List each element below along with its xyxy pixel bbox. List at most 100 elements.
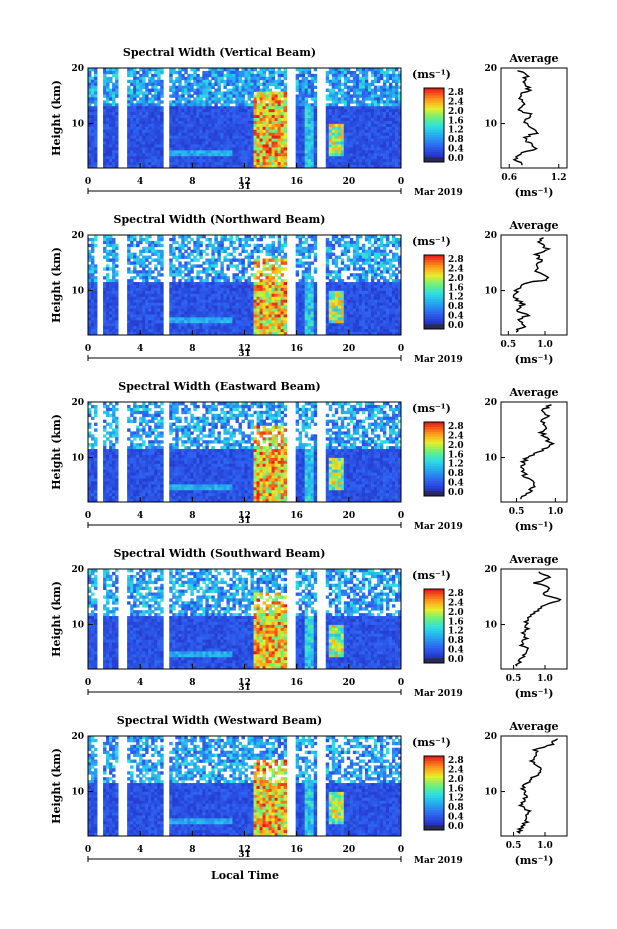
heatmap-cell [130,320,134,324]
heatmap-cell [394,68,399,72]
heatmap-cell [247,106,251,110]
heatmap-cell [220,323,224,327]
heatmap-cell [109,94,113,98]
heatmap-cell [259,314,263,318]
heatmap-cell [268,273,272,277]
heatmap-cell [394,76,399,81]
heatmap-cell [259,282,263,286]
heatmap-cell [220,293,224,298]
heatmap-cell [229,243,233,248]
heatmap-cell [265,252,269,256]
heatmap-cell [178,82,182,87]
heatmap-cell [397,91,402,95]
heatmap-cell [91,94,95,98]
heatmap-cell [313,165,318,169]
heatmap-cell [208,123,212,128]
heatmap-cell [145,299,149,304]
heatmap-cell [160,159,164,163]
heatmap-cell [106,79,110,84]
heatmap-cell [256,308,260,312]
heatmap-cell [394,132,399,137]
heatmap-cell [181,305,185,309]
heatmap-cell [175,153,179,157]
colorbar-band [424,125,444,128]
heatmap-cell [346,153,351,157]
heatmap-cell [145,276,149,280]
heatmap-cell [253,97,257,101]
heatmap-cell [340,144,345,148]
heatmap-cell [130,285,134,289]
heatmap-cell [325,79,330,84]
heatmap-cell [193,79,197,84]
heatmap-cell [265,290,269,295]
heatmap-cell [283,320,288,324]
heatmap-cell [130,109,134,113]
heatmap-cell [385,162,390,166]
heatmap-cell [169,109,173,113]
heatmap-cell [334,305,339,309]
heatmap-cell [208,156,212,160]
heatmap-cell [313,323,318,327]
heatmap-cell [160,82,164,87]
heatmap-cell [232,314,236,318]
heatmap-cell [193,123,197,128]
heatmap-cell [157,326,161,330]
heatmap-cell [94,264,98,268]
heatmap-cell [349,126,354,131]
heatmap-cell [109,91,113,95]
heatmap-cell [244,76,248,81]
heatmap-cell [346,135,351,139]
heatmap-cell [277,82,282,87]
heatmap-cell [298,264,303,268]
heatmap-cell [229,115,233,119]
heatmap-cell [271,165,275,169]
heatmap-cell [181,317,185,321]
heatmap-cell [94,68,98,72]
heatmap-cell [199,290,203,295]
heatmap-cell [172,237,176,242]
heatmap-cell [382,85,387,89]
heatmap-cell [373,165,378,169]
heatmap-cell [361,70,366,75]
heatmap-cell [115,85,119,89]
heatmap-cell [274,115,279,119]
heatmap-cell [295,141,300,145]
heatmap-cell [145,123,149,128]
heatmap-cell [148,100,152,104]
heatmap-cell [250,109,254,113]
heatmap-cell [244,332,248,336]
heatmap-cell [181,162,185,166]
heatmap-cell [190,282,194,286]
heatmap-cell [220,273,224,277]
heatmap-cell [199,314,203,318]
heatmap-cell [340,258,345,262]
heatmap-cell [343,73,348,78]
heatmap-cell [298,120,303,125]
heatmap-cell [307,94,312,98]
heatmap-cell [265,317,269,321]
heatmap-cell [169,329,173,333]
heatmap-cell [331,320,336,324]
heatmap-cell [241,305,245,309]
heatmap-cell [226,112,230,116]
heatmap-cell [247,293,251,298]
average-y-tick-label: 20 [484,64,497,74]
heatmap-cell [271,252,275,256]
heatmap-cell [244,115,248,119]
heatmap-cell [223,237,227,242]
heatmap-cell [259,249,263,254]
heatmap-cell [304,290,309,295]
heatmap-cell [223,246,227,251]
heatmap-cell [325,126,330,131]
heatmap-cell [175,323,179,327]
heatmap-cell [205,237,209,242]
heatmap-cell [283,106,288,110]
heatmap-cell [370,162,375,166]
heatmap-cell [106,323,110,327]
heatmap-cell [160,282,164,286]
heatmap-cell [187,273,191,277]
heatmap-cell [169,237,173,242]
heatmap-cell [205,305,209,309]
heatmap-cell [112,279,116,283]
heatmap-cell [265,296,269,301]
